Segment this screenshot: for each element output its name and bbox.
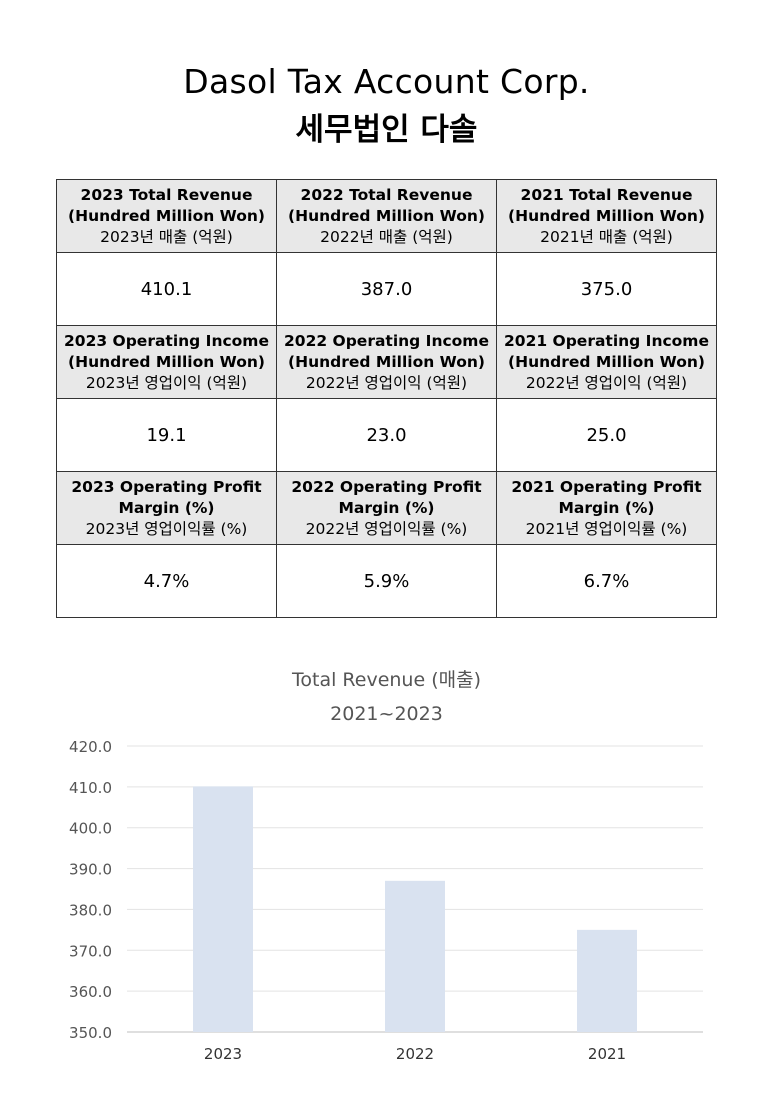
- value-cell: 5.9%: [276, 544, 497, 618]
- margin-header-row: 2023 Operating Profit Margin (%) 2023년 영업이…: [56, 471, 717, 545]
- header-line1: 2021 Operating Income: [504, 331, 709, 350]
- header-line1: 2021 Total Revenue: [520, 185, 693, 204]
- header-line3: 2022년 영업이익 (억원): [525, 373, 688, 392]
- header-line1: 2021 Operating Profit: [511, 477, 702, 496]
- header-line1: 2023 Operating Profit: [71, 477, 262, 496]
- header-cell: 2022 Operating Income (Hundred Million Wo…: [276, 325, 497, 399]
- value-cell: 375.0: [496, 252, 717, 326]
- operating-income-header-row: 2023 Operating Income (Hundred Million Wo…: [56, 325, 717, 399]
- chart-subtitle: 2021~2023: [330, 703, 443, 725]
- header-line2: (Hundred Million Won): [288, 206, 485, 225]
- bar-2023: [193, 786, 253, 1032]
- header-line2: Margin (%): [338, 498, 435, 517]
- header-cell: 2023 Operating Income (Hundred Million Wo…: [56, 325, 277, 399]
- x-tick-label: 2021: [588, 1045, 626, 1063]
- revenue-value-row: 410.1 387.0 375.0: [56, 252, 717, 326]
- header-cell: 2021 Operating Income (Hundred Million Wo…: [496, 325, 717, 399]
- revenue-header-row: 2023 Total Revenue (Hundred Million Won) 2…: [56, 179, 717, 253]
- page-title-korean: 세무법인 다솔: [295, 112, 478, 148]
- y-tick-label: 370.0: [69, 942, 112, 960]
- margin-value-row: 4.7% 5.9% 6.7%: [56, 544, 717, 618]
- chart-title: Total Revenue (매출): [291, 669, 481, 691]
- value-cell: 25.0: [496, 398, 717, 472]
- header-line3: 2022년 매출 (억원): [320, 227, 453, 246]
- header-line3: 2023년 영업이익률 (%): [85, 519, 248, 538]
- header-line1: 2023 Total Revenue: [80, 185, 253, 204]
- operating-income-value-row: 19.1 23.0 25.0: [56, 398, 717, 472]
- header-line3: 2023년 영업이익 (억원): [85, 373, 248, 392]
- header-line3: 2022년 영업이익률 (%): [305, 519, 468, 538]
- header-line1: 2022 Operating Income: [284, 331, 489, 350]
- revenue-bar-chart: Total Revenue (매출) 2021~2023 350.0 360.0 3…: [69, 669, 703, 1063]
- y-tick-label: 380.0: [69, 901, 112, 919]
- y-tick-label: 350.0: [69, 1024, 112, 1042]
- header-cell: 2021 Total Revenue (Hundred Million Won) 2…: [496, 179, 717, 253]
- value-cell: 410.1: [56, 252, 277, 326]
- financial-table: 2023 Total Revenue (Hundred Million Won) 2…: [56, 179, 717, 618]
- value-cell: 387.0: [276, 252, 497, 326]
- value-cell: 23.0: [276, 398, 497, 472]
- x-tick-label: 2022: [396, 1045, 434, 1063]
- header-cell: 2021 Operating Profit Margin (%) 2021년 영업이…: [496, 471, 717, 545]
- header-line3: 2023년 매출 (억원): [100, 227, 233, 246]
- y-tick-label: 390.0: [69, 861, 112, 879]
- y-tick-label: 400.0: [69, 820, 112, 838]
- header-line3: 2022년 영업이익 (억원): [305, 373, 468, 392]
- bar-2021: [577, 929, 637, 1032]
- header-cell: 2022 Total Revenue (Hundred Million Won) 2…: [276, 179, 497, 253]
- y-tick-label: 420.0: [69, 738, 112, 756]
- header-line1: 2022 Total Revenue: [300, 185, 473, 204]
- header-line1: 2023 Operating Income: [64, 331, 269, 350]
- bar-2022: [385, 880, 445, 1032]
- header-cell: 2023 Total Revenue (Hundred Million Won) 2…: [56, 179, 277, 253]
- page-title-english: Dasol Tax Account Corp.: [183, 62, 590, 101]
- header-line2: (Hundred Million Won): [508, 352, 705, 371]
- header-line3: 2021년 영업이익률 (%): [525, 519, 688, 538]
- header-line2: Margin (%): [118, 498, 215, 517]
- x-tick-label: 2023: [204, 1045, 242, 1063]
- header-cell: 2022 Operating Profit Margin (%) 2022년 영업이…: [276, 471, 497, 545]
- value-cell: 19.1: [56, 398, 277, 472]
- header-line2: (Hundred Million Won): [68, 352, 265, 371]
- header-line2: (Hundred Million Won): [288, 352, 485, 371]
- value-cell: 6.7%: [496, 544, 717, 618]
- header-line2: (Hundred Million Won): [68, 206, 265, 225]
- header-line2: Margin (%): [558, 498, 655, 517]
- header-line2: (Hundred Million Won): [508, 206, 705, 225]
- value-cell: 4.7%: [56, 544, 277, 618]
- y-tick-label: 360.0: [69, 983, 112, 1001]
- y-tick-label: 410.0: [69, 779, 112, 797]
- header-cell: 2023 Operating Profit Margin (%) 2023년 영업이…: [56, 471, 277, 545]
- header-line3: 2021년 매출 (억원): [540, 227, 673, 246]
- header-line1: 2022 Operating Profit: [291, 477, 482, 496]
